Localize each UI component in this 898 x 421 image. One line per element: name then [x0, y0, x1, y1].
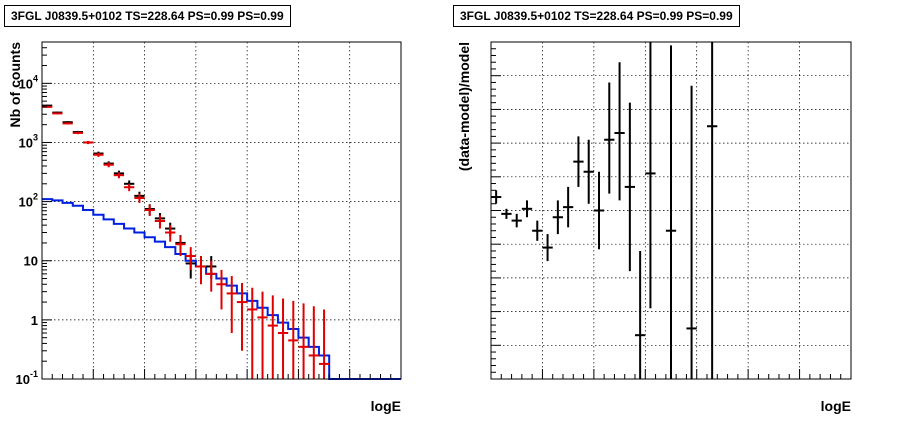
y-axis-label: (data-model)/model: [456, 42, 472, 171]
y-tick-base: 10: [19, 135, 33, 150]
model-point: [308, 306, 319, 379]
plot-frame: [41, 41, 402, 380]
model-point: [247, 287, 258, 379]
y-tick-base: 10: [19, 76, 33, 91]
model-point: [216, 269, 227, 310]
model-point: [236, 283, 248, 351]
y-axis-label: Nb of counts: [7, 42, 23, 128]
y-tick-label: 102: [19, 192, 38, 210]
y-tick-label: 1: [31, 313, 38, 328]
model-point: [298, 303, 309, 379]
x-axis-label: logE: [821, 398, 851, 414]
y-tick-label: 10-1: [16, 369, 38, 387]
model-point: [72, 131, 84, 135]
model-point: [83, 140, 94, 145]
residual-point: [511, 213, 522, 228]
model-point: [144, 204, 155, 217]
residual-point: [707, 42, 718, 379]
model-point: [52, 112, 63, 115]
y-tick-exponent: 4: [33, 73, 38, 83]
y-tick-base: 1: [31, 313, 38, 328]
y-tick-base: 10: [24, 254, 38, 269]
model-point: [318, 309, 330, 379]
y-tick-base: 10: [19, 195, 33, 210]
y-tick-exponent: -1: [30, 369, 38, 379]
model-point: [195, 256, 207, 285]
model-point: [154, 215, 166, 229]
residual-point: [542, 234, 553, 262]
y-tick-exponent: 3: [33, 132, 38, 142]
model-point: [113, 172, 125, 179]
residuals-panel: logE (data-model)/model: [456, 41, 852, 414]
y-tick-base: 10: [16, 372, 30, 387]
residual-point: [665, 45, 677, 379]
model-point: [257, 291, 268, 379]
residual-point: [521, 200, 533, 218]
residual-point: [645, 42, 656, 309]
residual-point: [635, 250, 646, 379]
model-point: [165, 225, 176, 242]
residual-point: [532, 220, 543, 241]
y-tick-label: 103: [19, 132, 38, 150]
model-point: [124, 183, 135, 192]
model-point: [185, 247, 196, 270]
residual-point: [604, 82, 615, 194]
residual-point: [573, 136, 584, 187]
model-point: [103, 162, 114, 168]
residual-point: [593, 171, 605, 250]
residual-point: [614, 62, 625, 201]
y-tick-label: 104: [19, 73, 38, 91]
residual-point: [552, 200, 563, 235]
residual-point: [624, 102, 635, 272]
y-tick-exponent: 2: [33, 192, 38, 202]
model-point: [267, 295, 278, 379]
y-tick-label: 10: [24, 254, 38, 269]
residual-point: [501, 208, 512, 219]
residual-point: [583, 139, 594, 204]
model-point: [288, 300, 299, 379]
right-chart-title: 3FGL J0839.5+0102 TS=228.64 PS=0.99 PS=0…: [453, 5, 740, 27]
model-point: [175, 236, 186, 257]
model-point: [277, 298, 289, 379]
model-point: [93, 152, 104, 157]
model-point: [134, 193, 145, 203]
model-point: [226, 276, 237, 333]
residual-point: [686, 85, 697, 379]
x-axis-label: logE: [371, 398, 401, 414]
model-point: [62, 122, 73, 125]
model-point: [206, 260, 217, 292]
left-chart-title: 3FGL J0839.5+0102 TS=228.64 PS=0.99 PS=0…: [4, 5, 291, 27]
residual-point: [563, 186, 574, 228]
